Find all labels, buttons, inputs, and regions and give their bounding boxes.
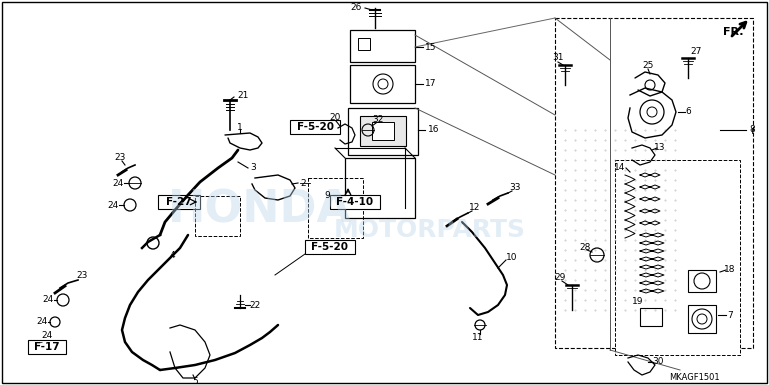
Text: 17: 17: [425, 79, 437, 89]
Text: HONDA: HONDA: [168, 189, 352, 231]
Text: F-5-20: F-5-20: [311, 242, 348, 252]
Bar: [305, 240, 355, 254]
Text: 30: 30: [652, 358, 664, 367]
Text: 27: 27: [691, 47, 701, 57]
Text: 1: 1: [237, 122, 243, 132]
Bar: [345, 158, 415, 218]
Text: 19: 19: [632, 298, 644, 306]
Bar: [330, 195, 380, 209]
Text: FR.: FR.: [723, 27, 744, 37]
Text: 13: 13: [654, 144, 666, 152]
Text: 5: 5: [192, 378, 198, 385]
Bar: [350, 30, 415, 62]
Text: 32: 32: [372, 116, 384, 124]
Text: 20: 20: [329, 114, 341, 122]
Text: F-27: F-27: [166, 197, 191, 207]
Text: 7: 7: [727, 310, 733, 320]
Bar: [640, 308, 662, 326]
Text: MKAGF1501: MKAGF1501: [669, 373, 720, 382]
Text: 16: 16: [428, 126, 440, 134]
Bar: [688, 305, 716, 333]
Text: 8: 8: [749, 126, 755, 134]
Text: 2: 2: [300, 179, 306, 187]
Bar: [308, 178, 363, 238]
Text: 24: 24: [42, 330, 52, 340]
Text: 15: 15: [425, 42, 437, 52]
Text: 24: 24: [36, 318, 48, 326]
Bar: [615, 160, 740, 355]
Text: F-4-10: F-4-10: [337, 197, 374, 207]
Text: 21: 21: [237, 90, 248, 99]
Bar: [360, 116, 406, 146]
Text: 25: 25: [642, 60, 654, 70]
Bar: [372, 122, 394, 140]
Bar: [158, 195, 200, 209]
Text: 10: 10: [506, 253, 518, 263]
Text: MOTORPARTS: MOTORPARTS: [334, 218, 526, 242]
Text: 12: 12: [469, 204, 481, 213]
Bar: [688, 270, 716, 292]
Bar: [195, 196, 240, 236]
Bar: [350, 65, 415, 103]
Text: 14: 14: [614, 164, 626, 172]
Text: 24: 24: [42, 296, 54, 305]
Bar: [358, 38, 370, 50]
Text: 9: 9: [325, 191, 330, 199]
Text: 6: 6: [685, 107, 691, 117]
Text: 18: 18: [724, 266, 736, 275]
Text: F-17: F-17: [34, 342, 60, 352]
Text: 33: 33: [509, 184, 521, 192]
Text: 22: 22: [249, 301, 261, 310]
Text: 28: 28: [579, 243, 591, 253]
Text: 24: 24: [108, 201, 118, 209]
Text: 26: 26: [351, 3, 362, 12]
Text: 31: 31: [552, 54, 564, 62]
Text: 3: 3: [250, 164, 256, 172]
Text: 4: 4: [169, 251, 175, 259]
Bar: [555, 18, 753, 348]
Bar: [28, 340, 66, 354]
Text: 29: 29: [554, 273, 566, 283]
Text: 23: 23: [115, 154, 125, 162]
Bar: [348, 108, 418, 155]
Text: F-5-20: F-5-20: [297, 122, 334, 132]
Text: 11: 11: [472, 333, 484, 343]
Text: 24: 24: [112, 179, 124, 187]
Text: 23: 23: [76, 271, 88, 280]
Bar: [290, 120, 340, 134]
